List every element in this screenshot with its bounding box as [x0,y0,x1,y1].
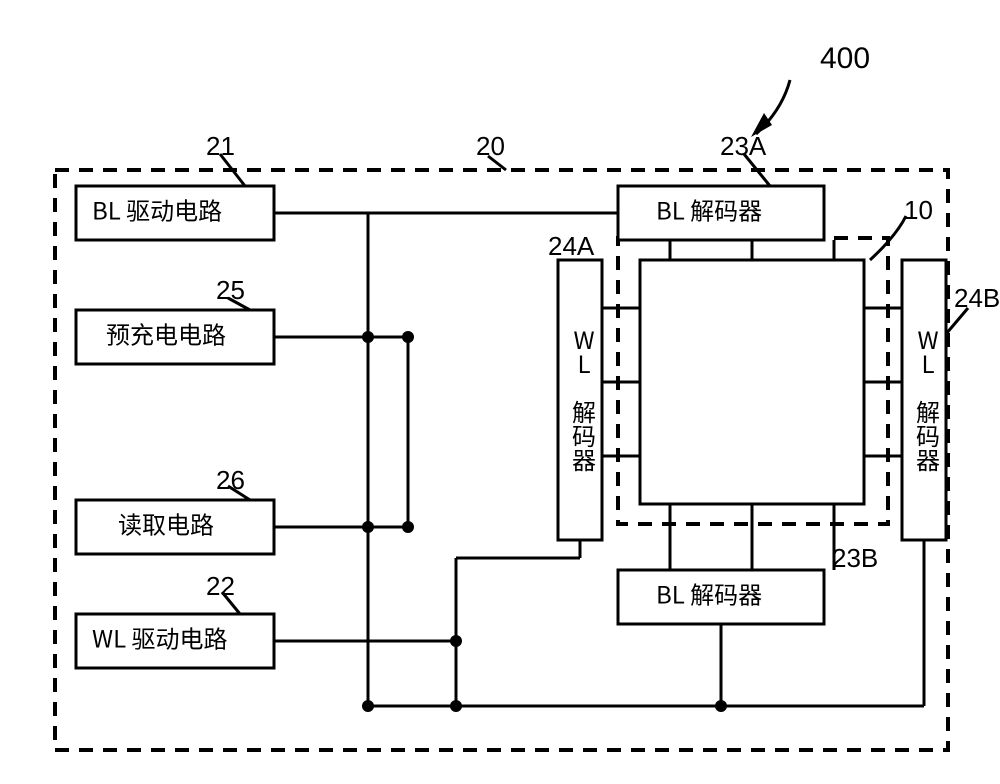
num-10: 10 [904,195,933,225]
junction-dot [362,700,374,712]
num-26: 26 [216,465,245,495]
num-22: 22 [206,571,235,601]
num-24A: 24A [548,231,595,261]
junction-dot [715,700,727,712]
num-23A: 23A [720,131,767,161]
label-decoder-23A: BL 解码器 [656,192,762,227]
junction-dot [450,700,462,712]
junction-dot [450,635,462,647]
label-bl-drive: BL 驱动电路 [92,192,222,227]
num-23B: 23B [832,543,878,573]
label-decoder-24A: WL 解码器 [566,328,601,472]
label-decoder-24B: WL 解码器 [910,328,945,472]
label-wl-drive: WL 驱动电路 [92,620,227,655]
num-24B: 24B [954,283,1000,313]
diagram-root: 400 20 [55,42,1000,750]
label-precharge: 预充电电路 [106,316,226,351]
fig-ref-number: 400 [820,42,870,75]
label-decoder-23B: BL 解码器 [656,576,762,611]
block-core-10 [640,260,864,504]
label-read: 读取电路 [118,506,214,541]
